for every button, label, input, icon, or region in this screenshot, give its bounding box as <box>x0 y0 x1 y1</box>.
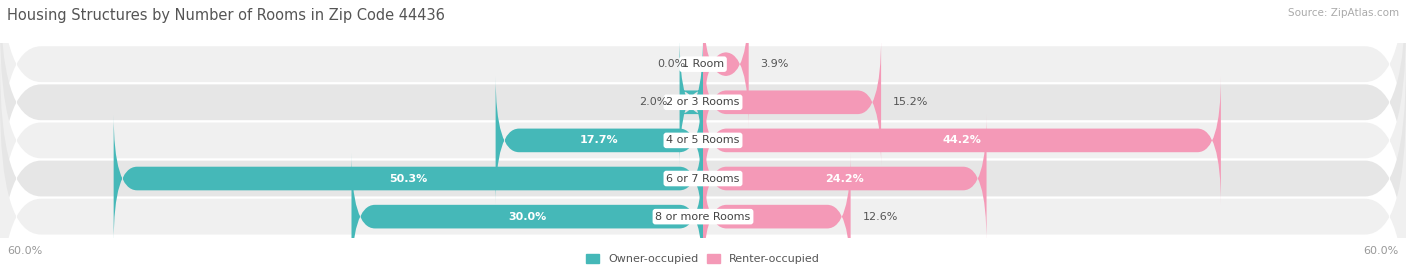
Text: Source: ZipAtlas.com: Source: ZipAtlas.com <box>1288 8 1399 18</box>
Text: 2 or 3 Rooms: 2 or 3 Rooms <box>666 97 740 107</box>
Text: 0.0%: 0.0% <box>657 59 686 69</box>
Text: 30.0%: 30.0% <box>508 212 547 222</box>
Text: 12.6%: 12.6% <box>862 212 897 222</box>
FancyBboxPatch shape <box>0 0 1406 218</box>
Text: 2.0%: 2.0% <box>640 97 668 107</box>
FancyBboxPatch shape <box>703 152 851 270</box>
Text: 4 or 5 Rooms: 4 or 5 Rooms <box>666 135 740 146</box>
Text: 24.2%: 24.2% <box>825 174 865 184</box>
FancyBboxPatch shape <box>0 25 1406 256</box>
FancyBboxPatch shape <box>703 76 1220 205</box>
Text: 60.0%: 60.0% <box>7 246 42 256</box>
FancyBboxPatch shape <box>114 114 703 243</box>
Text: 6 or 7 Rooms: 6 or 7 Rooms <box>666 174 740 184</box>
FancyBboxPatch shape <box>496 76 703 205</box>
Text: 60.0%: 60.0% <box>1364 246 1399 256</box>
Text: 50.3%: 50.3% <box>389 174 427 184</box>
FancyBboxPatch shape <box>703 38 882 167</box>
FancyBboxPatch shape <box>0 0 1406 180</box>
Legend: Owner-occupied, Renter-occupied: Owner-occupied, Renter-occupied <box>586 254 820 264</box>
Text: 1 Room: 1 Room <box>682 59 724 69</box>
Text: 8 or more Rooms: 8 or more Rooms <box>655 212 751 222</box>
FancyBboxPatch shape <box>679 38 703 167</box>
FancyBboxPatch shape <box>0 63 1406 270</box>
FancyBboxPatch shape <box>703 0 749 129</box>
FancyBboxPatch shape <box>0 101 1406 270</box>
Text: 44.2%: 44.2% <box>942 135 981 146</box>
FancyBboxPatch shape <box>352 152 703 270</box>
Text: 3.9%: 3.9% <box>761 59 789 69</box>
Text: 17.7%: 17.7% <box>581 135 619 146</box>
Text: 15.2%: 15.2% <box>893 97 928 107</box>
FancyBboxPatch shape <box>703 114 987 243</box>
Text: Housing Structures by Number of Rooms in Zip Code 44436: Housing Structures by Number of Rooms in… <box>7 8 444 23</box>
